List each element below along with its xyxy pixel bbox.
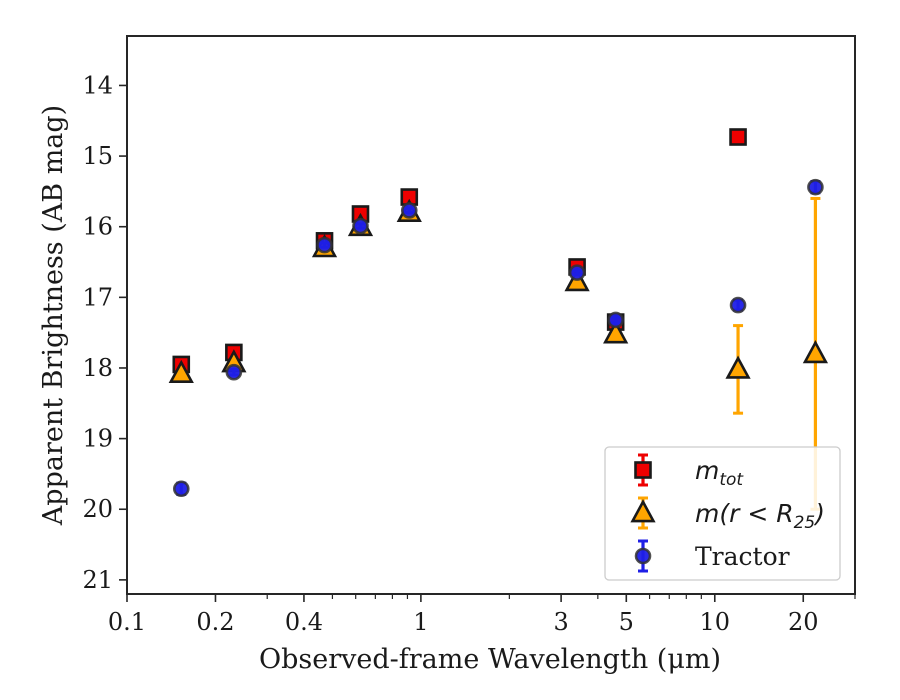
legend-marker — [634, 461, 652, 479]
data-point — [400, 202, 418, 219]
data-point — [603, 320, 629, 344]
legend-label: m(r < R25) — [695, 499, 825, 533]
plot-frame — [126, 35, 856, 595]
data-point — [807, 178, 824, 196]
y-tick-label: 15 — [82, 142, 113, 170]
y-axis-label: Apparent Brightness (AB mag) — [38, 105, 69, 526]
series-3 — [172, 178, 824, 498]
legend: mtot m(r < R25) Tractor — [604, 446, 841, 581]
legend-label: Tractor — [695, 542, 790, 571]
legend-item-3: Tractor — [634, 539, 790, 573]
data-point — [729, 296, 747, 314]
x-tick-label: 0.1 — [108, 608, 146, 636]
legend-box — [604, 446, 841, 581]
data-point — [225, 363, 243, 381]
y-tick-label: 20 — [82, 495, 113, 523]
y-tick-label: 17 — [82, 283, 113, 311]
data-point — [802, 339, 829, 364]
x-tick-label: 0.4 — [285, 608, 323, 636]
data-point — [725, 355, 751, 379]
x-tick-label: 1 — [413, 608, 428, 636]
x-tick-label: 5 — [619, 608, 634, 636]
y-tick-label: 18 — [82, 354, 113, 382]
y-tick-label: 16 — [82, 213, 113, 241]
y-tick-label: 21 — [82, 566, 113, 594]
legend-label: mtot — [695, 456, 744, 490]
data-point — [316, 236, 333, 254]
legend-marker — [634, 547, 652, 565]
x-tick-label: 20 — [788, 608, 819, 636]
data-point — [172, 480, 190, 498]
x-tick-label: 10 — [700, 608, 731, 636]
legend-item-2: m(r < R25) — [630, 496, 825, 533]
data-point — [168, 359, 194, 384]
legend-item-1: mtot — [634, 453, 744, 490]
legend-marker — [630, 499, 656, 523]
x-tick-label: 0.2 — [196, 608, 234, 636]
y-tick-label: 19 — [82, 425, 113, 453]
data-point — [729, 128, 747, 146]
data-point — [607, 311, 624, 329]
x-tick-label: 3 — [553, 608, 568, 636]
y-tick-label: 14 — [82, 71, 113, 99]
data-point — [568, 264, 586, 281]
axes: 0.1 0.2 0.4 1 3 5 10 20 14 15 16 17 18 19 20 21 — [82, 35, 856, 636]
data-point — [352, 217, 369, 235]
x-axis-label: Observed-frame Wavelength (μm) — [259, 644, 721, 675]
